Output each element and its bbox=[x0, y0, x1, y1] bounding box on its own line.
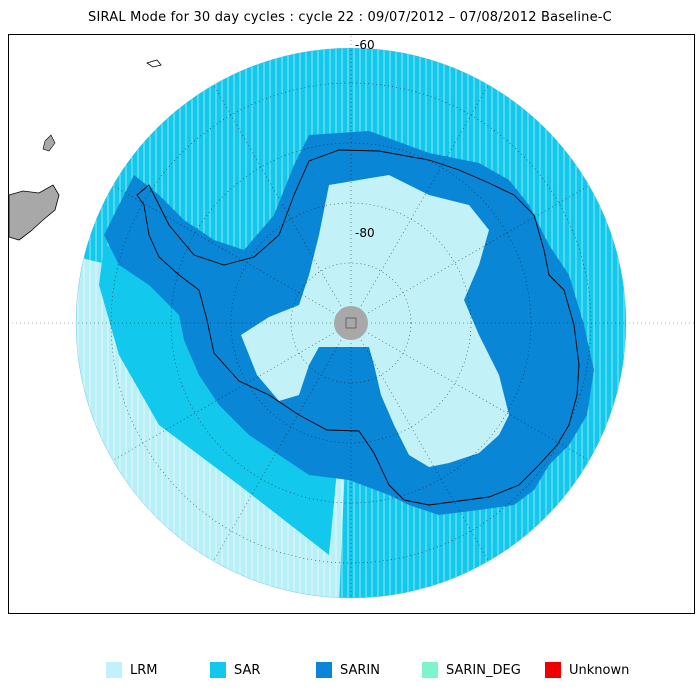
pole-marker bbox=[345, 317, 357, 329]
legend-label-sar: SAR bbox=[234, 662, 261, 678]
legend: LRM SAR SARIN SARIN_DEG Unknown bbox=[0, 660, 700, 680]
legend-label-sarin: SARIN bbox=[340, 662, 380, 678]
legend-item-sarin-deg: SARIN_DEG bbox=[422, 660, 521, 680]
map-canvas: -60 -80 bbox=[9, 35, 694, 599]
legend-item-lrm: LRM bbox=[106, 660, 158, 680]
legend-item-unknown: Unknown bbox=[545, 660, 629, 680]
legend-label-sarin-deg: SARIN_DEG bbox=[446, 662, 521, 678]
legend-swatch-lrm bbox=[106, 662, 122, 678]
legend-label-unknown: Unknown bbox=[569, 662, 630, 678]
lrm-interior bbox=[241, 175, 509, 467]
graticule-parallels bbox=[110, 82, 592, 564]
antarctic-coastline bbox=[136, 149, 580, 506]
legend-swatch-sar bbox=[210, 662, 226, 678]
polar-map: -60 -80 bbox=[8, 34, 695, 614]
lat-label-80: -80 bbox=[355, 226, 375, 240]
legend-label-lrm: LRM bbox=[130, 662, 158, 678]
legend-swatch-unknown bbox=[545, 662, 561, 678]
legend-swatch-sarin-deg bbox=[422, 662, 438, 678]
page-title: SIRAL Mode for 30 day cycles : cycle 22 … bbox=[88, 10, 612, 25]
pole-hole bbox=[334, 306, 368, 340]
lat-label-60: -60 bbox=[355, 38, 375, 52]
legend-item-sarin: SARIN bbox=[316, 660, 380, 680]
legend-item-sar: SAR bbox=[210, 660, 260, 680]
legend-swatch-sarin bbox=[316, 662, 332, 678]
south-america-land bbox=[9, 59, 162, 241]
